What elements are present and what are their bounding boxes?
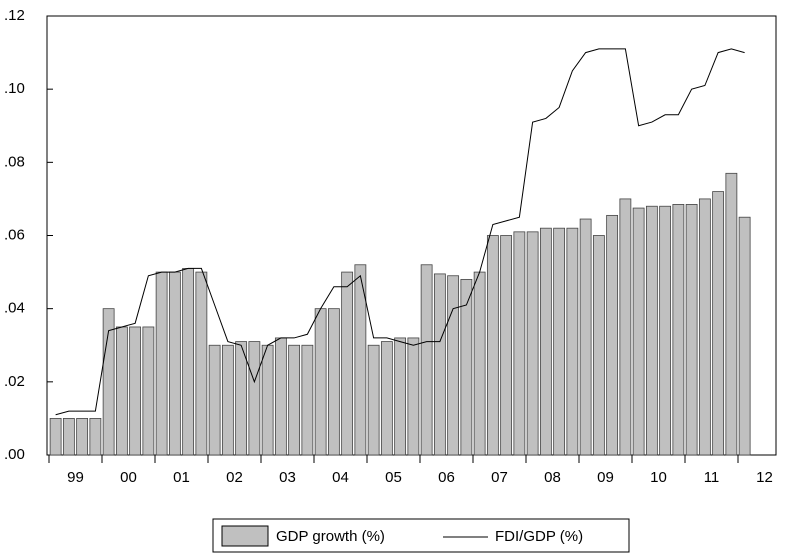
bar [606,214,619,456]
bar [407,337,420,456]
bar [725,172,738,456]
bar [685,204,698,456]
x-tick-label: 00 [120,469,137,486]
bar [433,273,446,456]
bar [513,231,526,456]
y-tick-label: .00 [4,446,25,463]
bar [235,341,248,456]
bar [182,268,195,456]
bar [672,204,685,456]
bar [248,341,261,456]
bar [566,227,579,456]
legend-label: FDI/GDP (%) [495,528,583,545]
x-tick-label: 99 [67,469,84,486]
x-tick-label: 02 [226,469,243,486]
bar [155,271,168,456]
bar [473,271,486,456]
bar [380,341,393,456]
bar [274,337,287,456]
bar [49,418,62,456]
bar [486,235,499,456]
x-tick-label: 11 [704,469,720,486]
bar [738,216,751,456]
bar [354,264,367,456]
bar [288,344,301,456]
bar [619,198,632,456]
y-tick-label: .04 [4,300,25,317]
bar [712,191,725,456]
bar [129,326,142,456]
line [55,48,745,416]
bar [341,271,354,456]
x-tick-label: 12 [756,469,773,486]
bar [367,344,380,456]
y-tick-label: .10 [4,80,25,97]
x-tick-label: 05 [385,469,402,486]
bar [76,418,89,456]
bar [698,198,711,456]
y-tick-label: .06 [4,226,25,243]
bar [314,308,327,456]
x-tick-label: 08 [544,469,561,486]
bar [261,344,274,456]
bar [645,205,658,456]
bar [102,308,115,456]
bar [420,264,433,456]
bar [115,326,128,456]
y-tick-label: .08 [4,153,25,170]
bar [142,326,155,456]
bar [553,227,566,456]
legend-box [212,518,630,553]
bar [659,205,672,456]
bar [394,337,407,456]
bar [221,344,234,456]
x-tick-label: 03 [279,469,296,486]
x-tick-label: 07 [491,469,508,486]
bar [460,278,473,456]
bar [539,227,552,456]
bar [89,418,102,456]
bar [447,275,460,456]
bar [632,207,645,456]
x-tick-label: 04 [332,469,349,486]
bar [62,418,75,456]
y-tick-label: .12 [4,7,25,24]
x-tick-label: 01 [173,469,190,486]
bar [195,271,208,456]
x-tick-label: 09 [597,469,614,486]
legend-label: GDP growth (%) [276,528,385,545]
bar [592,235,605,456]
bar [327,308,340,456]
bar [526,231,539,456]
bar [168,271,181,456]
bar [208,344,221,456]
x-tick-label: 10 [650,469,667,486]
bar [500,235,513,456]
y-tick-label: .02 [4,373,25,390]
legend-swatch [221,525,269,547]
bar [579,218,592,456]
x-tick-label: 06 [438,469,455,486]
bar [301,344,314,456]
